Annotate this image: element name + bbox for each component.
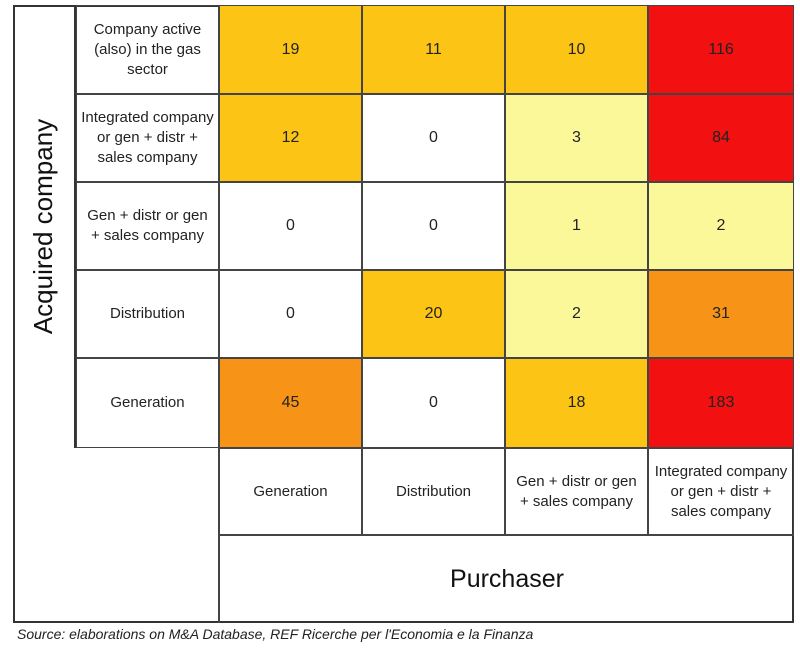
heatmap-cell: 31 xyxy=(648,270,794,358)
x-axis-title: Purchaser xyxy=(219,535,794,623)
empty-corner xyxy=(13,448,219,623)
heatmap-cell: 0 xyxy=(362,358,505,448)
row-label: Generation xyxy=(76,358,219,448)
row-label: Company active (also) in the gas sector xyxy=(76,5,219,94)
heatmap-cell: 18 xyxy=(505,358,648,448)
heatmap-cell: 0 xyxy=(219,270,362,358)
heatmap-cell: 2 xyxy=(648,182,794,270)
heatmap-cell: 19 xyxy=(219,5,362,94)
column-label: Generation xyxy=(219,448,362,535)
column-label: Gen + distr or gen + sales company xyxy=(505,448,648,535)
heatmap-cell: 2 xyxy=(505,270,648,358)
heatmap-cell: 0 xyxy=(362,182,505,270)
row-label: Gen + distr or gen + sales company xyxy=(76,182,219,270)
heatmap-cell: 10 xyxy=(505,5,648,94)
heatmap-cell: 11 xyxy=(362,5,505,94)
y-axis-label: Acquired company xyxy=(13,5,76,448)
y-axis-title: Acquired company xyxy=(28,118,58,335)
heatmap-cell: 1 xyxy=(505,182,648,270)
heatmap-cell: 0 xyxy=(362,94,505,182)
column-label: Integrated company or gen + distr + sale… xyxy=(648,448,794,535)
heatmap-cell: 20 xyxy=(362,270,505,358)
heatmap-cell: 45 xyxy=(219,358,362,448)
source-note: Source: elaborations on M&A Database, RE… xyxy=(17,626,534,642)
heatmap-cell: 116 xyxy=(648,5,794,94)
heatmap-cell: 84 xyxy=(648,94,794,182)
heatmap-cell: 0 xyxy=(219,182,362,270)
heatmap-cell: 3 xyxy=(505,94,648,182)
row-label: Integrated company or gen + distr + sale… xyxy=(76,94,219,182)
column-label: Distribution xyxy=(362,448,505,535)
row-label: Distribution xyxy=(76,270,219,358)
heatmap-cell: 183 xyxy=(648,358,794,448)
heatmap-cell: 12 xyxy=(219,94,362,182)
